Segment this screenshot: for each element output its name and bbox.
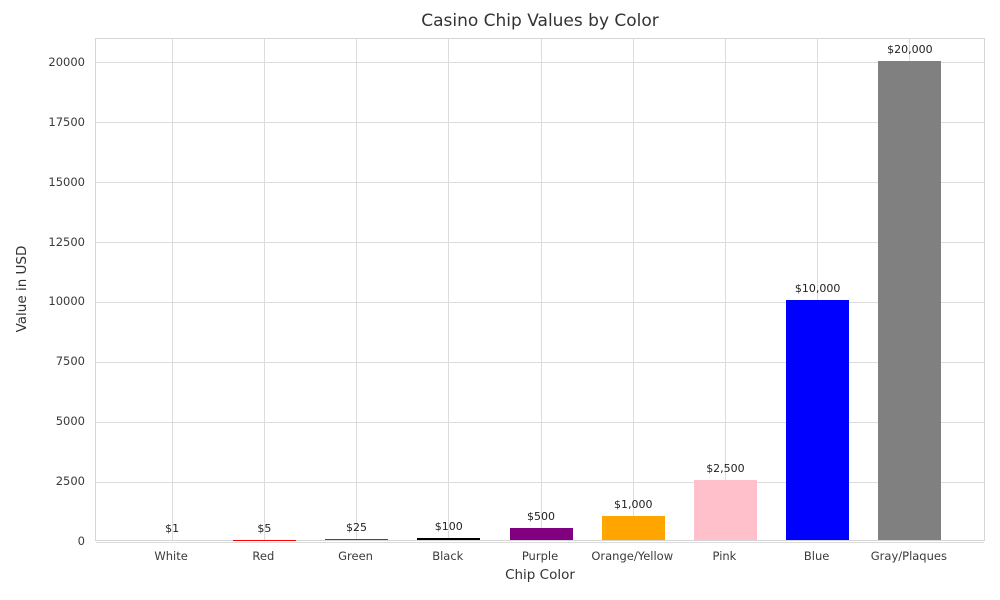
bar: [786, 300, 850, 540]
y-tick-label: 17500: [48, 114, 85, 129]
h-gridline: [96, 421, 984, 423]
bar: [417, 537, 481, 540]
bar-value-label: $2,500: [706, 462, 745, 476]
x-axis-label: Chip Color: [505, 567, 575, 583]
y-tick-label: 10000: [48, 294, 85, 309]
v-gridline: [724, 39, 726, 540]
v-gridline: [817, 39, 819, 540]
h-gridline: [96, 301, 984, 303]
h-gridline: [96, 122, 984, 124]
h-gridline: [96, 62, 984, 64]
v-gridline: [263, 39, 265, 540]
bar-value-label: $5: [257, 521, 272, 535]
bar: [509, 528, 573, 540]
bar: [601, 516, 665, 540]
bar-value-label: $100: [434, 519, 463, 533]
bar-value-label: $1,000: [613, 498, 653, 512]
bar-value-label: $20,000: [887, 42, 933, 56]
x-tick-label: Red: [252, 549, 275, 563]
v-gridline: [448, 39, 450, 540]
bar-value-label: $1: [165, 521, 180, 535]
x-tick-label: Black: [432, 549, 464, 563]
v-gridline: [632, 39, 634, 540]
x-tick-label: Gray/Plaques: [870, 549, 947, 563]
x-tick-label: Green: [338, 549, 373, 563]
y-tick-label: 7500: [55, 354, 85, 369]
x-tick-label: Purple: [521, 549, 559, 563]
bar-value-label: $25: [346, 521, 368, 535]
bar-value-label: $10,000: [794, 282, 841, 296]
y-tick-label: 12500: [48, 234, 85, 249]
h-gridline: [96, 481, 984, 483]
y-tick-label: 2500: [55, 474, 85, 489]
x-tick-label: White: [154, 549, 188, 563]
y-tick-label: 5000: [55, 414, 85, 429]
bar: [878, 60, 942, 540]
y-tick-label: 0: [77, 534, 85, 548]
v-gridline: [356, 39, 358, 540]
h-gridline: [96, 361, 984, 363]
x-tick-label: Orange/Yellow: [591, 549, 674, 563]
bar: [325, 539, 389, 540]
x-tick-label: Pink: [712, 549, 737, 563]
plot-area: $1 $5 $25 $100 $500 $1,000 $2,500 $10,000 $20,00…: [95, 38, 985, 543]
y-axis-label: Value in USD: [14, 245, 30, 333]
y-tick-label: 20000: [48, 54, 85, 69]
v-gridline: [171, 39, 173, 540]
h-gridline: [96, 242, 984, 244]
v-gridline: [540, 39, 542, 540]
bar: [693, 480, 757, 540]
h-gridline: [96, 541, 984, 543]
x-tick-label: Blue: [803, 549, 830, 563]
bar-value-label: $500: [527, 510, 555, 524]
h-gridline: [96, 182, 984, 184]
y-tick-label: 15000: [48, 174, 85, 189]
chart-title: Casino Chip Values by Color: [421, 11, 659, 31]
